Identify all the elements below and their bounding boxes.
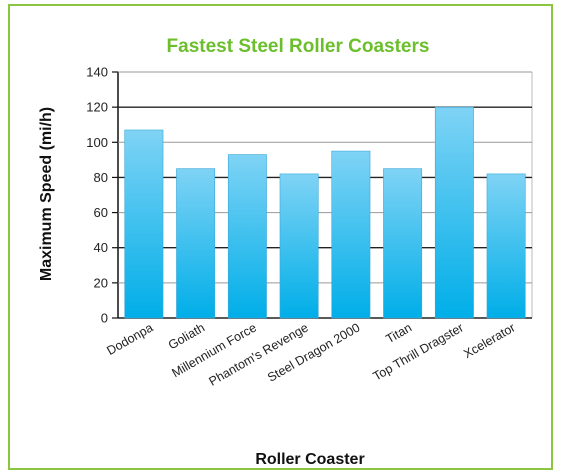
y-tick-label: 120 [86, 100, 108, 115]
y-tick-label: 20 [94, 275, 108, 290]
y-axis-label: Maximum Speed (mi/h) [38, 107, 55, 281]
y-tick-label: 100 [86, 135, 108, 150]
bar [176, 168, 216, 319]
bar [124, 129, 164, 319]
x-tick-label: Xcelerator [461, 320, 517, 361]
chart-title: Fastest Steel Roller Coasters [167, 36, 430, 57]
bar [331, 150, 371, 319]
bar [279, 173, 319, 319]
bar [227, 154, 267, 319]
y-tick-label: 80 [94, 170, 108, 185]
y-tick-label: 0 [101, 311, 108, 326]
y-tick-label: 40 [94, 240, 108, 255]
bar [486, 173, 526, 319]
bar [383, 168, 423, 319]
y-tick-label: 140 [86, 65, 108, 80]
x-tick-label: Steel Dragon 2000 [265, 320, 362, 384]
x-tick-label: Dodonpa [104, 320, 155, 358]
y-tick-label: 60 [94, 205, 108, 220]
x-tick-label: Goliath [166, 320, 207, 352]
x-tick-label: Top Thrill Dragster [371, 320, 466, 383]
bar [434, 106, 474, 319]
x-axis-label: Roller Coaster [255, 451, 364, 468]
x-tick-label: Titan [383, 320, 414, 346]
